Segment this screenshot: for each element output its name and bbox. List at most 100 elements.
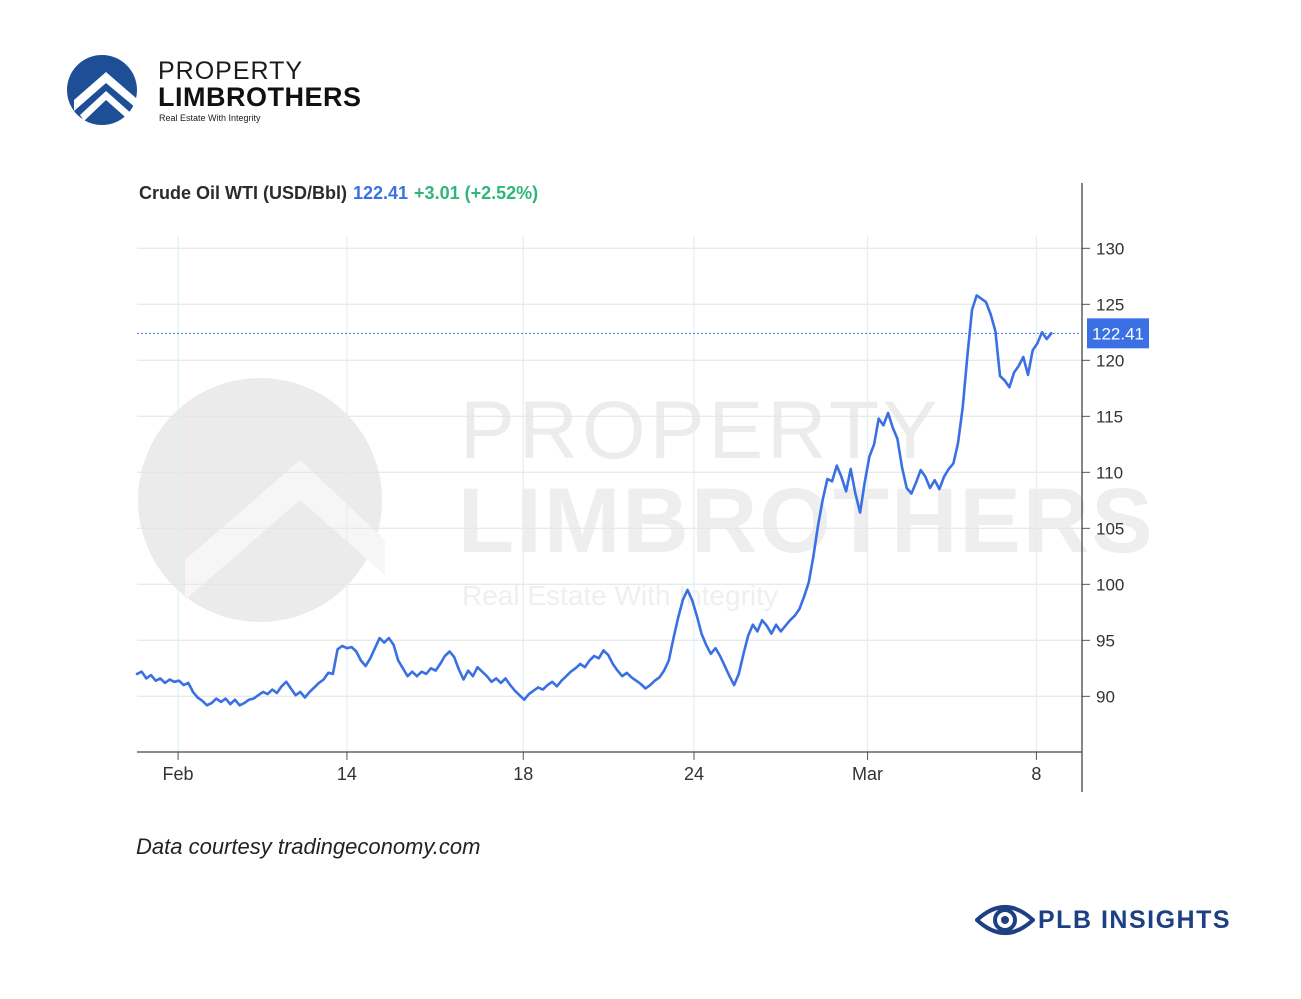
x-tick-label: 14: [337, 764, 357, 784]
data-point: [1041, 331, 1043, 333]
data-point: [817, 524, 819, 526]
data-point: [794, 615, 796, 617]
data-point: [145, 677, 147, 680]
data-point: [584, 666, 586, 668]
data-point: [444, 655, 446, 657]
brand-logo: PROPERTY LIMBROTHERS Real Estate With In…: [66, 53, 386, 133]
data-point: [472, 675, 474, 677]
data-point: [887, 412, 889, 414]
data-point: [640, 683, 642, 685]
data-point: [621, 675, 623, 677]
data-point: [812, 555, 815, 557]
data-point: [901, 467, 903, 469]
data-point: [873, 443, 875, 445]
data-point: [206, 704, 208, 706]
data-point: [169, 678, 171, 681]
data-point: [766, 625, 768, 627]
data-point: [439, 663, 441, 665]
data-point: [896, 438, 899, 440]
data-point: [705, 644, 707, 646]
data-point: [784, 625, 787, 627]
data-point: [560, 680, 563, 682]
data-point: [952, 462, 955, 464]
data-point: [682, 599, 684, 601]
data-point: [607, 654, 609, 656]
data-point: [999, 375, 1001, 377]
data-point: [178, 680, 180, 682]
data-point: [854, 493, 857, 495]
data-point: [934, 479, 936, 481]
data-point: [910, 493, 913, 495]
data-point: [458, 668, 460, 671]
data-point: [323, 678, 325, 681]
data-point: [425, 673, 427, 675]
data-point: [850, 468, 852, 470]
data-point: [518, 694, 521, 696]
data-point: [714, 647, 717, 649]
data-point: [626, 672, 628, 674]
data-point: [691, 599, 693, 601]
data-point: [374, 647, 376, 649]
data-point: [290, 687, 292, 690]
x-tick-label: 8: [1031, 764, 1041, 784]
data-point: [644, 687, 647, 690]
data-point: [574, 667, 577, 669]
data-point: [201, 700, 203, 702]
data-point: [630, 676, 633, 678]
data-point: [700, 633, 703, 635]
data-point: [346, 647, 348, 649]
data-point: [141, 671, 143, 673]
data-point: [486, 675, 488, 677]
brand-name-main: LIMBROTHERS: [158, 82, 362, 112]
data-point: [1008, 386, 1011, 388]
data-point: [285, 681, 287, 683]
data-point: [780, 630, 782, 633]
data-point: [304, 696, 306, 699]
data-point: [281, 685, 283, 687]
data-point: [411, 671, 413, 673]
data-point: [355, 650, 357, 653]
data-point: [593, 655, 595, 657]
data-point: [173, 681, 175, 683]
data-point: [1046, 338, 1048, 340]
data-point: [183, 684, 185, 686]
data-point: [332, 673, 334, 675]
data-point: [1032, 349, 1034, 351]
data-point: [192, 691, 194, 693]
data-point: [733, 684, 735, 686]
data-point: [365, 665, 367, 667]
data-point: [672, 637, 675, 639]
data-point: [164, 682, 166, 684]
data-point: [649, 684, 651, 686]
watermark-main: LIMBROTHERS: [458, 470, 1155, 572]
data-point: [696, 615, 698, 617]
data-point: [677, 617, 679, 619]
data-point: [924, 476, 927, 478]
data-point: [654, 680, 656, 682]
data-point: [565, 675, 567, 677]
data-point: [159, 677, 161, 680]
data-point: [407, 675, 409, 677]
data-point: [598, 657, 600, 659]
data-point: [943, 476, 945, 478]
y-tick-label: 130: [1096, 239, 1124, 258]
data-point: [225, 698, 227, 700]
data-point: [295, 694, 297, 696]
data-point: [155, 680, 157, 682]
y-tick-label: 95: [1096, 631, 1115, 650]
data-point: [220, 701, 222, 703]
data-source-caption: Data courtesy tradingeconomy.com: [136, 834, 481, 859]
data-point: [276, 692, 278, 694]
last-value-badge: [1087, 318, 1149, 349]
data-point: [808, 581, 810, 583]
data-point: [948, 468, 950, 470]
data-point: [490, 681, 493, 683]
data-point: [892, 426, 894, 429]
watermark-top: PROPERTY: [460, 385, 942, 476]
watermark-roof-icon: [185, 460, 385, 600]
data-point: [551, 681, 553, 683]
data-point: [985, 301, 987, 303]
data-point: [215, 698, 217, 700]
data-point: [197, 696, 199, 699]
data-point: [383, 642, 385, 644]
